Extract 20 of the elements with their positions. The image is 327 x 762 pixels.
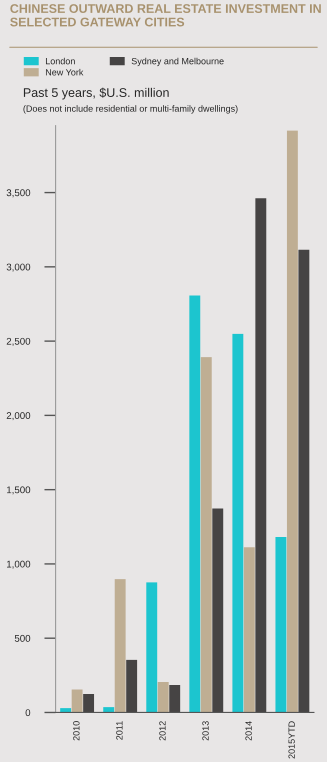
x-tick-label: 2012 — [159, 721, 166, 740]
x-tick-label: 2010 — [73, 721, 80, 740]
x-tick-label: 2011 — [116, 721, 123, 740]
y-tick-label: 2,500 — [6, 338, 30, 346]
chart-title: CHINESE OUTWARD REAL ESTATE INVESTMENT IN SELECTED GATEWAY CITIES — [10, 4, 321, 26]
x-tick-label: 2015YTD — [288, 721, 295, 758]
y-tick-label: 1,000 — [7, 560, 30, 569]
legend-label: London — [46, 58, 75, 64]
chart-subtitle: Past 5 years, $U.S. million — [24, 88, 169, 100]
x-tick-label: 2014 — [245, 721, 252, 740]
x-tick-label: 2013 — [202, 721, 209, 740]
text: (Does not include residential or multi-family dwellings) — [23, 105, 238, 114]
y-tick-label: 2,000 — [6, 412, 30, 420]
y-tick-label: 3,500 — [6, 189, 30, 198]
y-tick-label: 500 — [14, 634, 30, 642]
legend-label: Sydney and Melbourne — [132, 58, 224, 66]
y-tick-label: 0 — [26, 709, 30, 716]
legend-label: New York — [46, 68, 84, 76]
y-tick-label: 3,000 — [6, 264, 30, 272]
y-tick-label: 1,500 — [7, 486, 30, 494]
